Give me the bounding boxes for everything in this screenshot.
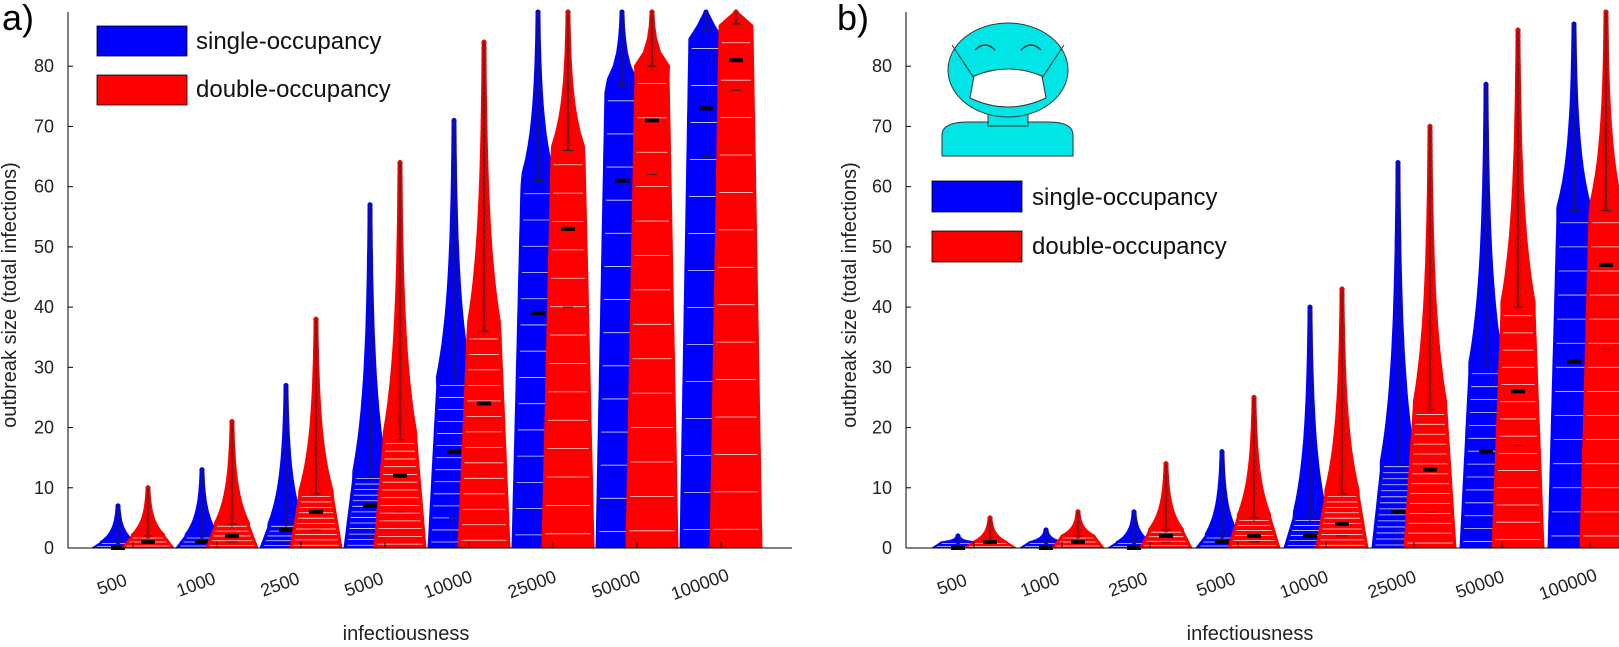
x-tick-label: 5000 — [342, 568, 386, 600]
legend-label-double-b: double-occupancy — [1032, 233, 1227, 260]
violin-double-occupancy-50000 — [1491, 27, 1545, 549]
x-tick-label: 10000 — [421, 566, 475, 602]
y-tick-label: 10 — [34, 478, 54, 498]
violin-double-occupancy-25000 — [541, 9, 595, 549]
legend-swatch-single-b — [931, 180, 1023, 213]
x-tick-label: 50000 — [1453, 566, 1507, 602]
y-tick-label: 20 — [34, 418, 54, 438]
panel-a-marks — [90, 9, 763, 550]
x-tick-label: 1000 — [1018, 568, 1062, 600]
masked-person-icon — [941, 22, 1074, 157]
violin-double-occupancy-50000 — [625, 9, 679, 549]
violin-double-occupancy-100000 — [709, 9, 763, 549]
y-tick-label: 70 — [872, 116, 892, 136]
violin-double-occupancy-10000 — [1315, 286, 1369, 549]
legend-label-double-a: double-occupancy — [196, 76, 391, 103]
legend-label-single-b: single-occupancy — [1032, 184, 1217, 211]
violin-double-occupancy-5000 — [1227, 394, 1281, 549]
y-tick-label: 50 — [872, 237, 892, 257]
panel-a: a) 0 10 20 30 40 50 60 70 80 500 1000 2500 5000 1000… — [0, 0, 792, 645]
violin-double-occupancy-2500 — [289, 316, 343, 549]
x-tick-label: 1000 — [174, 568, 218, 600]
x-tick-label: 10000 — [1277, 566, 1331, 602]
violin-double-occupancy-5000 — [373, 160, 427, 549]
violin-single-occupancy-500 — [90, 503, 146, 550]
y-tick-label: 10 — [872, 478, 892, 498]
violin-double-occupancy-500 — [962, 515, 1018, 549]
panel-b-x-ticks: 500 1000 2500 5000 10000 25000 50000 100000 — [934, 542, 1600, 604]
y-tick-label: 30 — [34, 357, 54, 377]
x-tick-label: 50000 — [589, 566, 643, 602]
x-tick-label: 25000 — [1365, 566, 1419, 602]
y-tick-label: 40 — [34, 297, 54, 317]
panel-a-legend: single-occupancy double-occupancy — [96, 25, 391, 106]
panel-a-y-axis-title: outbreak size (total infections) — [0, 162, 21, 428]
x-tick-label: 100000 — [668, 565, 731, 604]
legend-swatch-double-b — [931, 230, 1023, 263]
violin-double-occupancy-1000 — [1050, 509, 1106, 549]
y-tick-label: 0 — [882, 538, 892, 558]
y-tick-label: 60 — [34, 177, 54, 197]
y-tick-label: 80 — [872, 56, 892, 76]
panel-b-label: b) — [837, 0, 869, 38]
y-tick-label: 0 — [44, 538, 54, 558]
panel-b-x-axis-title: infectiousness — [1187, 623, 1314, 645]
legend-label-single-a: single-occupancy — [196, 28, 381, 55]
x-tick-label: 2500 — [258, 568, 302, 600]
panel-b-marks — [930, 9, 1619, 550]
panel-b-y-ticks: 0 10 20 30 40 50 60 70 80 — [872, 56, 911, 558]
legend-swatch-double-a — [96, 74, 188, 106]
violin-body-double-occupancy — [709, 11, 763, 549]
x-tick-label: 25000 — [505, 566, 559, 602]
violin-double-occupancy-100000 — [1579, 9, 1619, 549]
panel-b-legend: single-occupancy double-occupancy — [931, 180, 1227, 263]
x-tick-label: 5000 — [1194, 568, 1238, 600]
y-tick-label: 40 — [872, 297, 892, 317]
panel-a-x-axis-title: infectiousness — [343, 623, 470, 645]
panel-b: b) 0 10 20 30 40 50 60 70 80 500 1000 2500 5000 1000… — [837, 0, 1619, 645]
y-tick-label: 30 — [872, 357, 892, 377]
y-tick-label: 70 — [34, 116, 54, 136]
y-tick-label: 20 — [872, 418, 892, 438]
panel-b-y-axis-title: outbreak size (total infections) — [839, 162, 861, 428]
y-tick-label: 60 — [872, 177, 892, 197]
violin-double-occupancy-10000 — [457, 39, 511, 549]
x-tick-label: 500 — [934, 570, 969, 599]
violin-single-occupancy-1000 — [175, 467, 229, 549]
legend-swatch-single-a — [96, 25, 188, 57]
violin-double-occupancy-2500 — [1139, 461, 1193, 549]
x-tick-label: 100000 — [1536, 565, 1599, 604]
y-tick-label: 80 — [34, 56, 54, 76]
panel-a-y-ticks: 0 10 20 30 40 50 60 70 80 — [34, 56, 73, 558]
x-tick-label: 2500 — [1106, 568, 1150, 600]
panel-a-x-ticks: 500 1000 2500 5000 10000 25000 50000 100000 — [94, 542, 732, 604]
violin-single-occupancy-5000 — [1195, 449, 1249, 549]
violin-double-occupancy-25000 — [1403, 123, 1457, 549]
x-tick-label: 500 — [94, 570, 129, 599]
violin-double-occupancy-1000 — [205, 418, 259, 549]
violin-double-occupancy-500 — [121, 485, 175, 549]
panel-a-label: a) — [2, 0, 34, 38]
y-tick-label: 50 — [34, 237, 54, 257]
